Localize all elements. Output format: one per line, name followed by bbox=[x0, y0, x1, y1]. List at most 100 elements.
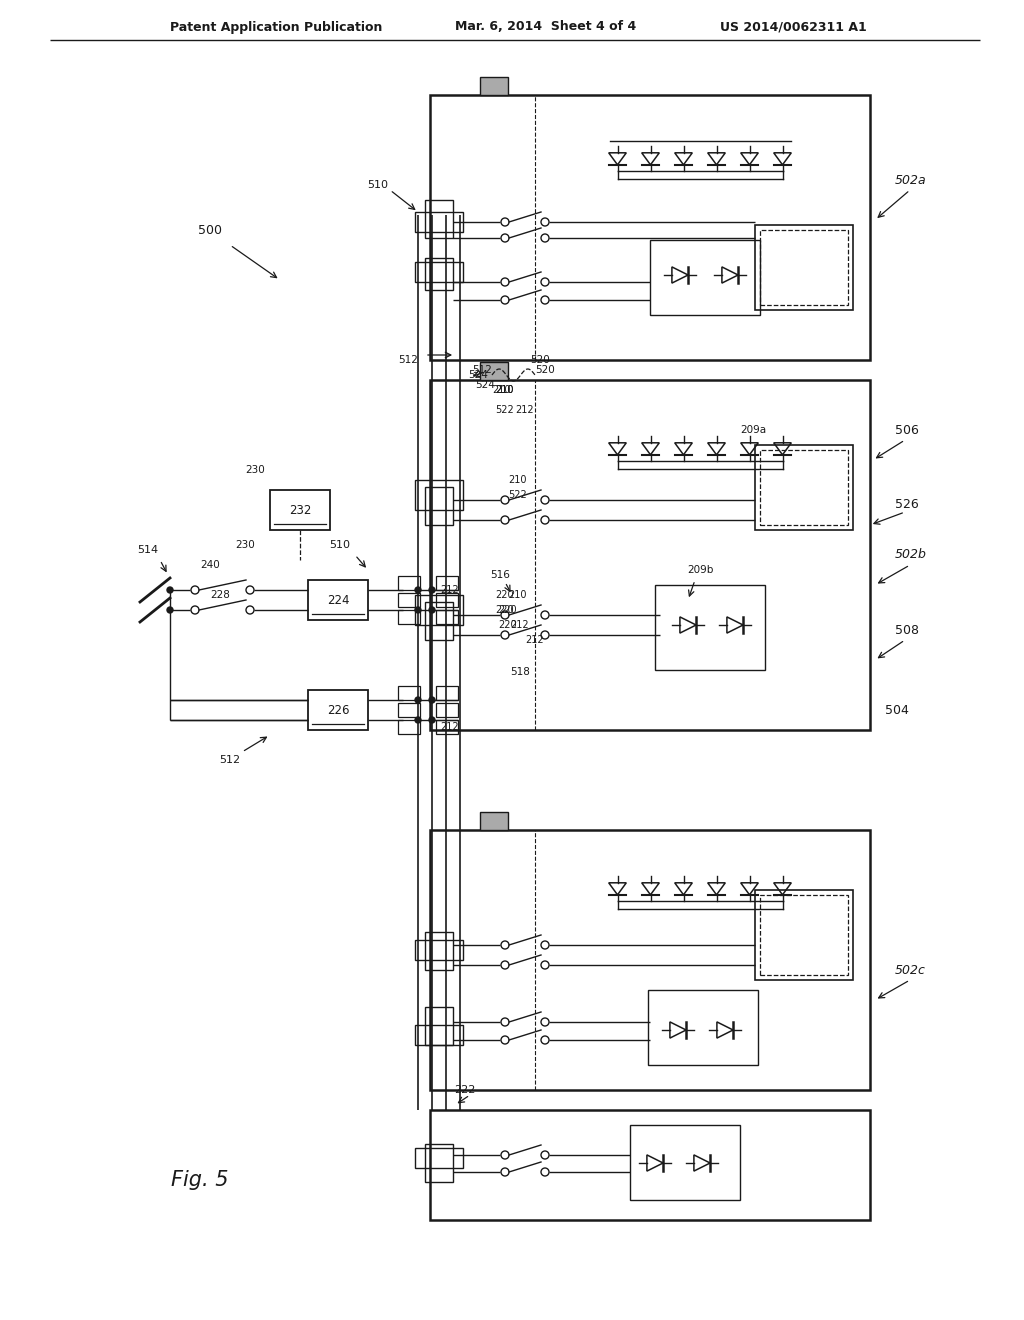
Text: 220: 220 bbox=[498, 620, 517, 630]
Bar bbox=[308, 690, 368, 730]
Bar bbox=[436, 686, 458, 700]
Text: 506: 506 bbox=[895, 424, 919, 437]
Circle shape bbox=[415, 697, 421, 704]
Circle shape bbox=[429, 587, 435, 593]
Text: 209a: 209a bbox=[740, 425, 766, 436]
Bar bbox=[480, 77, 508, 95]
Bar bbox=[425, 201, 453, 238]
Bar bbox=[398, 593, 420, 607]
Text: 212: 212 bbox=[440, 722, 459, 733]
Text: 210: 210 bbox=[495, 385, 513, 395]
Text: 514: 514 bbox=[137, 545, 159, 554]
Text: 502b: 502b bbox=[895, 549, 927, 561]
Bar bbox=[655, 585, 765, 671]
Bar bbox=[398, 704, 420, 717]
Text: 502a: 502a bbox=[895, 173, 927, 186]
Text: 212: 212 bbox=[440, 585, 459, 595]
Text: 232: 232 bbox=[289, 503, 311, 516]
Bar bbox=[415, 1026, 463, 1045]
Bar bbox=[436, 593, 458, 607]
Text: 209b: 209b bbox=[687, 565, 713, 576]
Bar bbox=[415, 261, 463, 282]
Text: 504: 504 bbox=[885, 704, 909, 717]
Text: 500: 500 bbox=[198, 223, 222, 236]
Text: 520: 520 bbox=[530, 355, 550, 366]
Text: 210: 210 bbox=[492, 385, 511, 395]
Text: 220: 220 bbox=[498, 605, 517, 615]
Bar bbox=[425, 932, 453, 970]
Bar bbox=[415, 480, 463, 510]
Bar bbox=[398, 686, 420, 700]
Text: 212: 212 bbox=[515, 405, 534, 414]
Circle shape bbox=[167, 607, 173, 612]
Text: 230: 230 bbox=[236, 540, 255, 550]
Text: 518: 518 bbox=[510, 667, 530, 677]
Bar bbox=[398, 719, 420, 734]
Text: 240: 240 bbox=[200, 560, 220, 570]
Bar bbox=[425, 257, 453, 290]
Bar bbox=[398, 576, 420, 590]
Bar bbox=[436, 704, 458, 717]
Bar bbox=[415, 595, 463, 624]
Text: 524: 524 bbox=[475, 380, 495, 389]
Text: 502c: 502c bbox=[895, 964, 926, 977]
Bar bbox=[430, 380, 870, 730]
Text: Mar. 6, 2014  Sheet 4 of 4: Mar. 6, 2014 Sheet 4 of 4 bbox=[455, 21, 636, 33]
Text: Fig. 5: Fig. 5 bbox=[171, 1170, 228, 1191]
Bar bbox=[755, 445, 853, 531]
Text: 212: 212 bbox=[510, 620, 528, 630]
Circle shape bbox=[415, 587, 421, 593]
Text: 512: 512 bbox=[472, 366, 492, 375]
Text: 222: 222 bbox=[455, 1085, 476, 1096]
Text: 522: 522 bbox=[508, 490, 526, 500]
Text: 230: 230 bbox=[245, 465, 265, 475]
Bar bbox=[425, 1144, 453, 1181]
Bar bbox=[436, 719, 458, 734]
Text: 226: 226 bbox=[327, 704, 349, 717]
Text: 220: 220 bbox=[495, 590, 514, 601]
Text: 224: 224 bbox=[327, 594, 349, 606]
Bar bbox=[308, 579, 368, 620]
Text: Patent Application Publication: Patent Application Publication bbox=[170, 21, 382, 33]
Bar bbox=[760, 895, 848, 975]
Bar bbox=[480, 812, 508, 830]
Text: 526: 526 bbox=[895, 499, 919, 511]
Text: 520: 520 bbox=[535, 366, 555, 375]
Text: 524: 524 bbox=[468, 370, 488, 380]
Bar bbox=[430, 830, 870, 1090]
Text: 228: 228 bbox=[210, 590, 230, 601]
Circle shape bbox=[415, 717, 421, 723]
Text: 512: 512 bbox=[219, 755, 241, 766]
Circle shape bbox=[429, 717, 435, 723]
Text: 210: 210 bbox=[508, 590, 526, 601]
Text: 522: 522 bbox=[495, 405, 514, 414]
Bar bbox=[430, 1110, 870, 1220]
Bar bbox=[425, 1007, 453, 1045]
Circle shape bbox=[415, 607, 421, 612]
Circle shape bbox=[429, 697, 435, 704]
Text: 512: 512 bbox=[398, 355, 418, 366]
Text: 220: 220 bbox=[495, 605, 514, 615]
Text: US 2014/0062311 A1: US 2014/0062311 A1 bbox=[720, 21, 866, 33]
Bar bbox=[760, 230, 848, 305]
Text: 516: 516 bbox=[490, 570, 510, 579]
Text: 212: 212 bbox=[525, 635, 544, 645]
Bar bbox=[415, 940, 463, 960]
Bar bbox=[480, 362, 508, 380]
Circle shape bbox=[429, 607, 435, 612]
Bar bbox=[630, 1125, 740, 1200]
Text: 510: 510 bbox=[367, 180, 388, 190]
Bar bbox=[415, 213, 463, 232]
Circle shape bbox=[167, 587, 173, 593]
Bar bbox=[425, 487, 453, 525]
Bar bbox=[270, 490, 330, 531]
Text: 210: 210 bbox=[508, 475, 526, 484]
Bar bbox=[755, 224, 853, 310]
Bar bbox=[650, 240, 760, 315]
Bar bbox=[415, 1148, 463, 1168]
Text: 508: 508 bbox=[895, 623, 919, 636]
Bar bbox=[436, 610, 458, 624]
Bar bbox=[755, 890, 853, 979]
Bar bbox=[425, 602, 453, 640]
Bar bbox=[398, 610, 420, 624]
